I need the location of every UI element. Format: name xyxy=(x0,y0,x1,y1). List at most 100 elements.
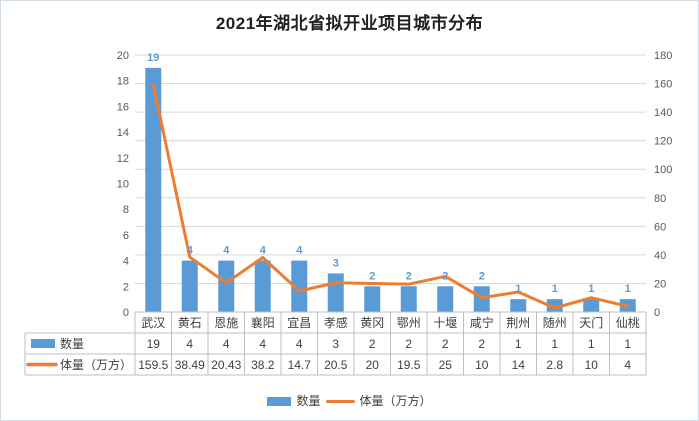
left-axis-tick-label: 20 xyxy=(117,50,129,62)
table-category-label: 十堰 xyxy=(433,316,457,330)
bar xyxy=(218,260,235,312)
table-volume-value: 20.43 xyxy=(211,358,241,372)
table-volume-value: 20.5 xyxy=(324,358,348,372)
left-axis-tick-label: 12 xyxy=(117,153,129,165)
table-volume-value: 10 xyxy=(585,358,599,372)
table-quantity-value: 1 xyxy=(515,337,522,351)
table-volume-value: 159.5 xyxy=(138,358,168,372)
table-quantity-value: 1 xyxy=(551,337,558,351)
bar-data-label: 1 xyxy=(588,283,594,295)
table-quantity-row-label: 数量 xyxy=(60,336,84,351)
bar-data-label: 4 xyxy=(296,245,303,257)
bar-data-label: 2 xyxy=(442,270,448,282)
quantity-legend-label: 数量 xyxy=(296,394,321,408)
bar xyxy=(145,67,162,312)
table-volume-value: 25 xyxy=(439,358,453,372)
table-quantity-swatch-icon xyxy=(31,339,55,348)
table-quantity-value: 1 xyxy=(588,337,595,351)
table-quantity-value: 2 xyxy=(478,337,485,351)
table-volume-value: 14.7 xyxy=(288,358,312,372)
table-quantity-value: 3 xyxy=(332,337,339,351)
left-axis-tick-label: 8 xyxy=(123,204,129,216)
bar xyxy=(583,299,600,312)
bar-data-label: 4 xyxy=(260,245,267,257)
bar xyxy=(437,286,454,312)
table-quantity-value: 2 xyxy=(369,337,376,351)
bar-data-label: 2 xyxy=(479,270,485,282)
right-axis-tick-label: 100 xyxy=(654,164,672,176)
bar-data-label: 1 xyxy=(515,283,521,295)
volume-legend-label: 体量（万方） xyxy=(359,394,432,408)
bar xyxy=(546,299,563,312)
table-quantity-value: 4 xyxy=(186,337,193,351)
left-axis-tick-label: 2 xyxy=(123,281,129,293)
table-volume-value: 14 xyxy=(512,358,526,372)
right-axis-tick-label: 0 xyxy=(654,307,660,319)
table-volume-value: 10 xyxy=(475,358,489,372)
bar xyxy=(327,273,344,312)
bar xyxy=(364,286,381,312)
right-axis-tick-label: 60 xyxy=(654,221,666,233)
left-axis-tick-label: 18 xyxy=(117,76,129,88)
right-axis-tick-label: 120 xyxy=(654,136,672,148)
bar xyxy=(254,260,271,312)
table-volume-value: 38.49 xyxy=(175,358,205,372)
table-quantity-value: 4 xyxy=(259,337,266,351)
bar-data-label: 1 xyxy=(552,283,558,295)
chart-legend: 数量 体量（万方） xyxy=(1,392,698,410)
table-category-label: 襄阳 xyxy=(251,315,275,330)
bar xyxy=(181,260,198,312)
table-quantity-value: 4 xyxy=(223,337,230,351)
bar-data-label: 3 xyxy=(333,257,339,269)
volume-legend-swatch-icon xyxy=(325,399,355,403)
table-category-label: 武汉 xyxy=(141,316,165,330)
table-quantity-value: 2 xyxy=(405,337,412,351)
table-volume-value: 4 xyxy=(624,358,631,372)
right-axis-tick-label: 140 xyxy=(654,107,672,119)
left-axis-tick-label: 0 xyxy=(123,307,129,319)
bar-data-label: 4 xyxy=(223,245,230,257)
table-category-label: 孝感 xyxy=(324,315,348,330)
left-axis-tick-label: 6 xyxy=(123,230,129,242)
quantity-legend-swatch-icon xyxy=(267,396,292,406)
bar-data-label: 1 xyxy=(625,283,631,295)
table-category-label: 恩施 xyxy=(214,316,238,330)
table-category-label: 仙桃 xyxy=(616,315,640,330)
table-category-label: 荆州 xyxy=(506,316,530,330)
chart-title: 2021年湖北省拟开业项目城市分布 xyxy=(215,14,484,33)
table-volume-value: 20 xyxy=(366,358,380,372)
table-quantity-value: 19 xyxy=(147,337,161,351)
table-volume-value: 19.5 xyxy=(397,358,421,372)
bar xyxy=(291,260,308,312)
table-category-label: 随州 xyxy=(543,315,567,330)
left-axis-tick-label: 14 xyxy=(117,127,129,139)
right-axis-tick-label: 160 xyxy=(654,79,672,91)
right-axis-tick-label: 80 xyxy=(654,193,666,205)
left-axis-tick-label: 10 xyxy=(117,179,129,191)
table-volume-value: 2.8 xyxy=(546,358,563,372)
table-quantity-value: 2 xyxy=(442,337,449,351)
table-volume-row-label: 体量（万方） xyxy=(60,357,132,372)
right-axis-tick-label: 20 xyxy=(654,278,666,290)
table-quantity-value: 1 xyxy=(624,337,631,351)
table-volume-value: 38.2 xyxy=(251,358,275,372)
right-axis-tick-label: 40 xyxy=(654,250,666,262)
table-category-label: 天门 xyxy=(579,315,603,330)
left-axis-tick-label: 16 xyxy=(117,101,129,113)
table-category-label: 咸宁 xyxy=(470,315,494,330)
table-category-label: 黄冈 xyxy=(360,316,384,330)
bar xyxy=(510,299,527,312)
bar xyxy=(400,286,417,312)
table-category-label: 鄂州 xyxy=(397,316,421,330)
right-axis-tick-label: 180 xyxy=(654,50,672,62)
bar-data-label: 4 xyxy=(187,245,194,257)
table-category-label: 黄石 xyxy=(178,316,202,330)
bar-data-label: 2 xyxy=(369,270,375,282)
left-axis-tick-label: 4 xyxy=(123,256,129,268)
bar-data-label: 2 xyxy=(406,270,412,282)
table-category-label: 宜昌 xyxy=(287,315,311,330)
bar-data-label: 19 xyxy=(147,52,159,64)
table-quantity-value: 4 xyxy=(296,337,303,351)
